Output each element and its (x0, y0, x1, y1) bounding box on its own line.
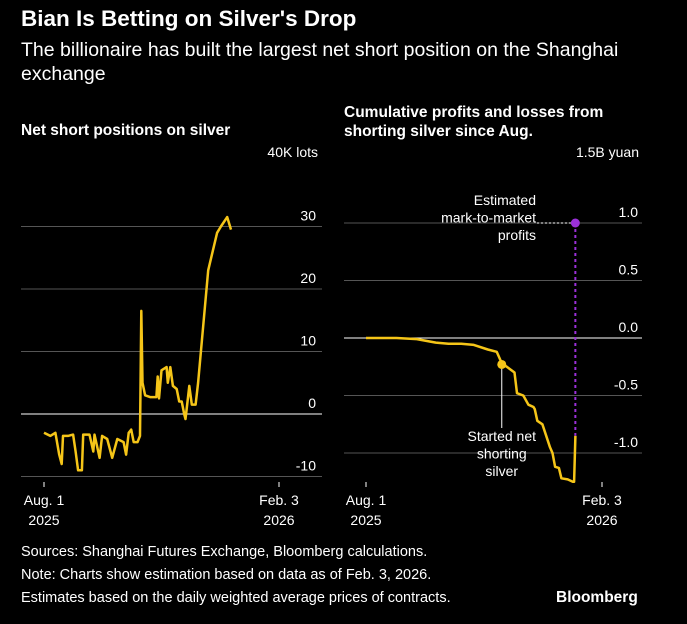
footer-estimates: Estimates based on the daily weighted av… (21, 590, 451, 606)
y-unit-label: 1.5B yuan (576, 144, 639, 160)
y-tick-label: 10 (300, 333, 316, 349)
y-tick-label: -0.5 (614, 377, 638, 393)
y-tick-label: 1.0 (619, 204, 639, 220)
y-tick-label: 0.5 (619, 262, 639, 278)
start-point (497, 359, 507, 369)
x-tick-label: 2025 (28, 512, 59, 528)
y-tick-label: -10 (296, 458, 316, 474)
mtm-point (570, 218, 580, 228)
x-tick-label: Feb. 3 (259, 492, 299, 508)
bloomberg-logo: Bloomberg (556, 589, 638, 606)
chart-title: Bian Is Betting on Silver's Drop (21, 6, 357, 31)
x-tick-label: Feb. 3 (582, 492, 622, 508)
x-tick-label: 2026 (586, 512, 617, 528)
x-tick-label: Aug. 1 (346, 492, 387, 508)
net-short-line (43, 215, 233, 472)
start-annotation-label: Started net (468, 428, 537, 444)
right-chart: 1.5B yuan 1.0 0.5 0.0 -0.5 -1.0 Aug. 1 2025 Feb.… (344, 144, 642, 528)
y-tick-label: 30 (300, 208, 316, 224)
y-tick-label: -1.0 (614, 434, 638, 450)
mtm-annotation-label: mark-to-market (441, 210, 536, 226)
left-chart: 40K lots 30 20 10 0 -10 Aug. 1 2025 Feb. 3 2026 (21, 144, 322, 528)
x-tick-label: 2026 (263, 512, 294, 528)
pnl-line (366, 336, 577, 484)
y-tick-label: 0 (308, 395, 316, 411)
mtm-annotation-label: profits (498, 227, 536, 243)
start-annotation-label: silver (485, 463, 518, 479)
y-unit-label: 40K lots (267, 144, 318, 160)
start-annotation-label: shorting (477, 446, 527, 462)
chart-subtitle: The billionaire has built the largest ne… (21, 39, 619, 85)
left-panel-title: Net short positions on silver (21, 122, 231, 139)
x-tick-label: Aug. 1 (24, 492, 65, 508)
x-tick-label: 2025 (350, 512, 381, 528)
right-panel-title: Cumulative profits and losses from short… (344, 104, 604, 140)
y-tick-label: 0.0 (619, 319, 639, 335)
mtm-annotation-label: Estimated (474, 192, 536, 208)
footer-sources: Sources: Shanghai Futures Exchange, Bloo… (21, 544, 428, 560)
y-tick-label: 20 (300, 270, 316, 286)
footer-note: Note: Charts show estimation based on da… (21, 567, 432, 583)
